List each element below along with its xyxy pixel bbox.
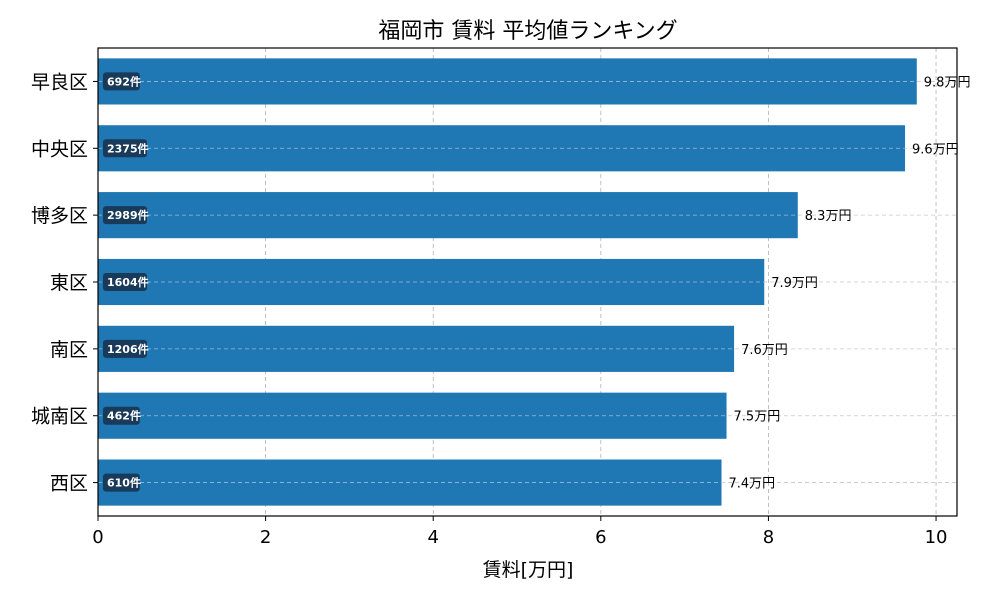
y-tick-label: 西区 <box>50 473 88 495</box>
labels-layer: 692件 9.8万円 2375件 9.6万円 2989件 8.3万円 1604件 7.9万円 1… <box>103 72 971 492</box>
y-tick-label: 中央区 <box>31 138 88 160</box>
count-label: 1206件 <box>107 342 149 356</box>
value-label: 9.8万円 <box>924 75 971 90</box>
value-label: 7.6万円 <box>741 343 788 358</box>
x-tick-label: 2 <box>260 527 271 548</box>
y-tick-label: 南区 <box>50 339 88 361</box>
x-tick-label: 4 <box>427 527 438 548</box>
count-label: 1604件 <box>107 275 149 289</box>
x-tick-label: 0 <box>92 527 103 548</box>
value-label: 9.6万円 <box>912 142 959 157</box>
bar <box>98 192 798 239</box>
x-tick-label: 8 <box>763 527 774 548</box>
bars-layer <box>98 58 917 506</box>
x-tick-label: 10 <box>925 527 948 548</box>
value-label: 7.9万円 <box>771 276 818 291</box>
count-label: 692件 <box>107 74 141 88</box>
count-label: 462件 <box>107 409 141 423</box>
chart-title: 福岡市 賃料 平均値ランキング <box>378 19 677 44</box>
count-badge <box>103 206 147 225</box>
count-badge <box>103 273 147 291</box>
count-label: 2375件 <box>107 141 149 155</box>
count-label: 610件 <box>107 476 141 490</box>
y-tick-label: 博多区 <box>31 205 88 227</box>
count-label: 2989件 <box>107 208 149 222</box>
y-tick-label: 城南区 <box>31 406 88 428</box>
count-badge <box>103 406 140 425</box>
y-tick-label: 東区 <box>50 272 88 294</box>
x-axis-label: 賃料[万円] <box>483 559 574 581</box>
value-label: 7.4万円 <box>729 477 776 492</box>
count-badge <box>103 473 140 492</box>
count-badge <box>103 339 147 358</box>
bar <box>98 392 727 439</box>
value-label: 7.5万円 <box>734 410 781 425</box>
value-label: 8.3万円 <box>805 209 852 224</box>
x-tick-label: 6 <box>595 527 606 548</box>
plot-frame <box>97 47 958 517</box>
count-badge <box>103 72 140 91</box>
y-tick-label: 早良区 <box>31 71 88 93</box>
count-badge <box>103 139 147 158</box>
